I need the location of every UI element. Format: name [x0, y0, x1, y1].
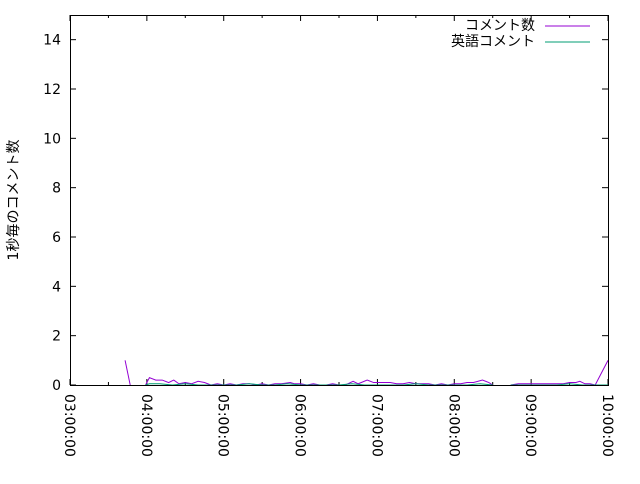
y-tick-label: 4	[52, 279, 61, 295]
x-tick-label: 04:00:00	[138, 394, 154, 457]
legend-label-0: コメント数	[465, 18, 535, 34]
y-tick-label: 12	[43, 82, 61, 98]
x-tick-label: 09:00:00	[522, 394, 538, 457]
x-tick-label: 08:00:00	[445, 394, 461, 457]
x-tick-label: 07:00:00	[368, 394, 384, 457]
series-group	[124, 360, 609, 386]
x-tick-label: 05:00:00	[215, 394, 231, 457]
y-tick-label: 6	[52, 230, 61, 246]
series-line-0	[510, 360, 609, 386]
y-axis-label: 1秒毎のコメント数	[6, 140, 22, 261]
y-tick-label: 14	[43, 33, 61, 49]
x-tick-label: 10:00:00	[599, 394, 615, 457]
series-line-0	[145, 376, 493, 386]
x-tick-label: 06:00:00	[292, 394, 308, 457]
y-tick-label: 10	[43, 131, 61, 147]
plot-frame	[70, 15, 609, 386]
y-tick-label: 2	[52, 329, 61, 345]
y-tick-label: 0	[52, 378, 61, 394]
axis-ticks: 0 2 4 6 8 10 12 14 03:00:00 04:00:00 05:00:00 06:00…	[43, 15, 615, 457]
legend-label-1: 英語コメント	[451, 33, 535, 50]
x-tick-label: 03:00:00	[61, 394, 77, 457]
legend: コメント数 英語コメント	[451, 18, 590, 50]
series-line-0	[124, 360, 131, 386]
y-tick-label: 8	[52, 181, 61, 197]
